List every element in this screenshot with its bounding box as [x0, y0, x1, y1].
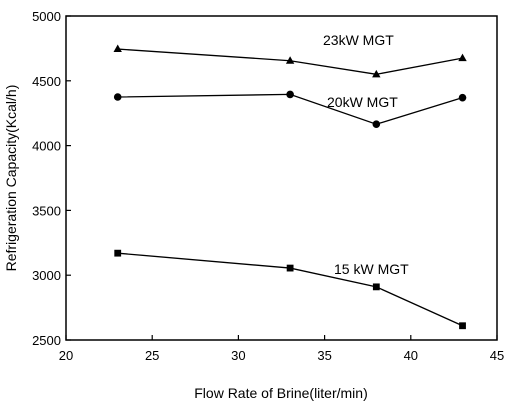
x-tick-label: 20 — [59, 348, 73, 363]
x-axis-title: Flow Rate of Brine(liter/min) — [194, 385, 368, 401]
y-tick-label: 3500 — [32, 203, 61, 218]
series-layer — [113, 44, 467, 330]
x-tick-label: 25 — [145, 348, 159, 363]
x-tick-label: 40 — [404, 348, 418, 363]
data-point-23kw-mgt — [113, 44, 122, 53]
axis-ticks: 20 25 30 35 40 45 2500 3000 3500 4000 4500 5000 — [32, 9, 504, 363]
data-point-23kw-mgt — [372, 69, 381, 78]
y-tick-label: 3000 — [32, 268, 61, 283]
series-label-20kw: 20kW MGT — [327, 94, 398, 110]
y-tick-label: 4500 — [32, 74, 61, 89]
y-tick-label: 4000 — [32, 139, 61, 154]
series-line-20kw-mgt — [117, 93, 463, 125]
data-point-15-kw-mgt — [286, 264, 294, 272]
data-point-23kw-mgt — [285, 56, 295, 64]
data-point-20kw-mgt — [372, 120, 381, 129]
y-tick-label: 2500 — [32, 333, 61, 348]
series-label-23kw: 23kW MGT — [323, 32, 394, 48]
x-tick-label: 45 — [490, 348, 504, 363]
plot-frame — [65, 15, 498, 341]
y-tick-label: 5000 — [32, 9, 61, 24]
data-point-15-kw-mgt — [114, 249, 122, 257]
data-point-15-kw-mgt — [459, 322, 466, 330]
data-point-20kw-mgt — [286, 90, 294, 99]
data-point-15-kw-mgt — [372, 283, 380, 291]
x-tick-label: 35 — [317, 348, 331, 363]
data-point-23kw-mgt — [458, 53, 467, 62]
series-label-15kw: 15 kW MGT — [334, 261, 409, 277]
data-point-20kw-mgt — [113, 93, 122, 101]
data-point-20kw-mgt — [458, 93, 467, 102]
series-line-15-kw-mgt — [117, 252, 463, 327]
series-line-23kw-mgt — [117, 48, 463, 75]
y-axis-title: Refrigeration Capacity(Kcal/h) — [3, 85, 19, 272]
x-tick-label: 30 — [231, 348, 245, 363]
